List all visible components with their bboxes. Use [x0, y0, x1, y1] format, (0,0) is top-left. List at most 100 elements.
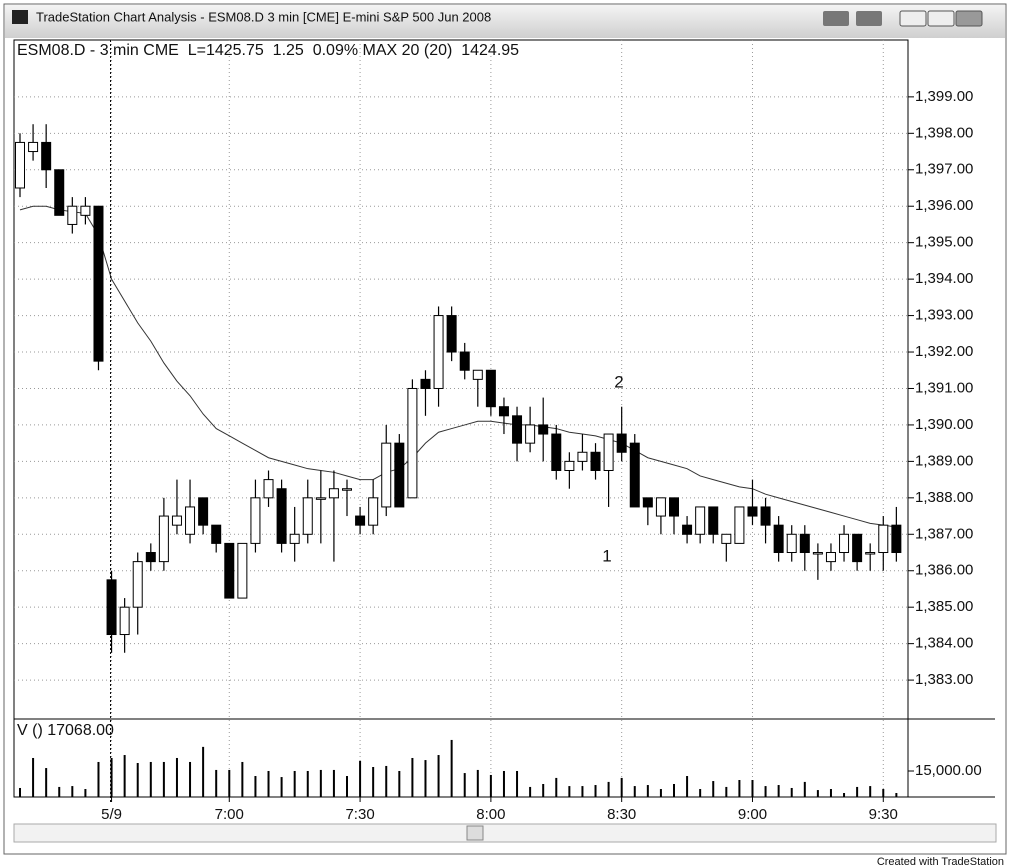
candle-body	[878, 524, 889, 554]
candle-body	[459, 351, 470, 371]
candle-body	[394, 442, 405, 508]
volume-bar	[712, 781, 715, 797]
y-tick-label: 1,397.00	[915, 161, 973, 178]
candle-body	[224, 542, 235, 599]
candle-body	[15, 141, 25, 189]
candle-body	[669, 497, 679, 517]
candle-body	[891, 524, 902, 554]
moving-average	[19, 205, 897, 528]
y-tick-label: 1,383.00	[915, 671, 973, 688]
candle-body	[289, 533, 300, 544]
volume-bar	[646, 785, 649, 797]
y-tick-label: 1,388.00	[915, 489, 973, 506]
candle-body	[263, 479, 274, 499]
x-tick-label: 5/9	[101, 806, 122, 823]
y-tick-label: 1,395.00	[915, 234, 973, 251]
volume-bar	[136, 763, 139, 797]
candle-body	[734, 506, 745, 544]
volume-bar	[843, 793, 846, 797]
candle-body	[80, 205, 91, 216]
window-title: TradeStation Chart Analysis - ESM08.D 3 …	[36, 9, 491, 24]
candle-body	[812, 552, 823, 555]
maximize-button[interactable]	[927, 10, 955, 27]
volume-bar	[359, 760, 362, 797]
y-tick-label: 1,389.00	[915, 452, 973, 469]
volume-bar	[529, 786, 532, 797]
candle-body	[695, 506, 706, 535]
candle-body	[472, 369, 483, 380]
volume-bar	[84, 789, 87, 797]
candle-body	[198, 497, 209, 526]
volume-bar	[751, 780, 754, 797]
volume-bar	[411, 757, 414, 797]
candle-body	[93, 205, 104, 362]
candle-body	[407, 387, 418, 499]
y-tick-label: 1,384.00	[915, 635, 973, 652]
candle-body	[67, 205, 78, 225]
volume-bar	[725, 786, 728, 797]
candle-body	[446, 315, 457, 353]
volume-bar	[882, 789, 885, 797]
volume-bar	[280, 777, 283, 797]
volume-bar	[803, 781, 806, 797]
candle-body	[721, 533, 732, 544]
volume-bar	[502, 770, 505, 797]
volume-bar	[895, 793, 898, 797]
scrollbar[interactable]	[13, 823, 997, 843]
volume-bar	[777, 785, 780, 797]
candle-body	[525, 424, 536, 444]
volume-bar	[332, 769, 335, 797]
volume-bar	[516, 770, 519, 797]
candle-body	[158, 515, 169, 563]
candle-body	[54, 169, 65, 216]
volume-bar	[607, 781, 610, 797]
style-button[interactable]	[823, 11, 849, 26]
volume-bar	[267, 770, 270, 797]
y-tick-label: 1,394.00	[915, 270, 973, 287]
volume-bar	[542, 783, 545, 797]
volume-bar	[686, 776, 689, 797]
candle-body	[185, 506, 196, 535]
candle-body	[760, 506, 771, 526]
chart-header: ESM08.D - 3 min CME L=1425.75 1.25 0.09%…	[17, 42, 519, 59]
volume-bar	[58, 786, 61, 797]
volume-tick-label: 15,000.00	[915, 762, 982, 779]
candle-body	[603, 433, 614, 471]
x-tick-label: 9:30	[869, 806, 898, 823]
indicator-button[interactable]	[856, 11, 882, 26]
volume-bar	[463, 773, 466, 797]
volume-bar	[856, 786, 859, 797]
candle-body	[629, 442, 640, 508]
candle-body	[590, 451, 601, 471]
volume-bar	[398, 770, 401, 797]
y-tick-label: 1,396.00	[915, 197, 973, 214]
candle-body	[302, 497, 313, 535]
volume-bar	[489, 774, 492, 797]
minimize-button[interactable]	[899, 10, 927, 27]
volume-bar	[829, 789, 832, 797]
y-tick-label: 1,392.00	[915, 343, 973, 360]
plot-frame	[13, 39, 909, 798]
volume-bar	[175, 757, 178, 797]
candle-body	[211, 524, 222, 544]
candle-body	[512, 415, 523, 444]
scroll-thumb[interactable]	[466, 825, 484, 841]
volume-bar	[450, 739, 453, 797]
close-button[interactable]	[955, 10, 983, 27]
annotation: 1	[602, 546, 611, 565]
annotation: 2	[614, 372, 623, 391]
volume-bar	[71, 786, 74, 797]
candle-body	[119, 606, 130, 636]
candle-body	[551, 433, 562, 471]
volume-bar	[764, 786, 767, 797]
volume-bar	[149, 761, 152, 797]
volume-bar	[581, 786, 584, 797]
candle-body	[315, 497, 326, 500]
candle-body	[682, 524, 693, 535]
volume-bar	[189, 761, 192, 797]
volume-bar	[215, 769, 218, 797]
volume-bar	[293, 770, 296, 797]
y-tick-label: 1,399.00	[915, 88, 973, 105]
volume-bar	[110, 757, 113, 797]
